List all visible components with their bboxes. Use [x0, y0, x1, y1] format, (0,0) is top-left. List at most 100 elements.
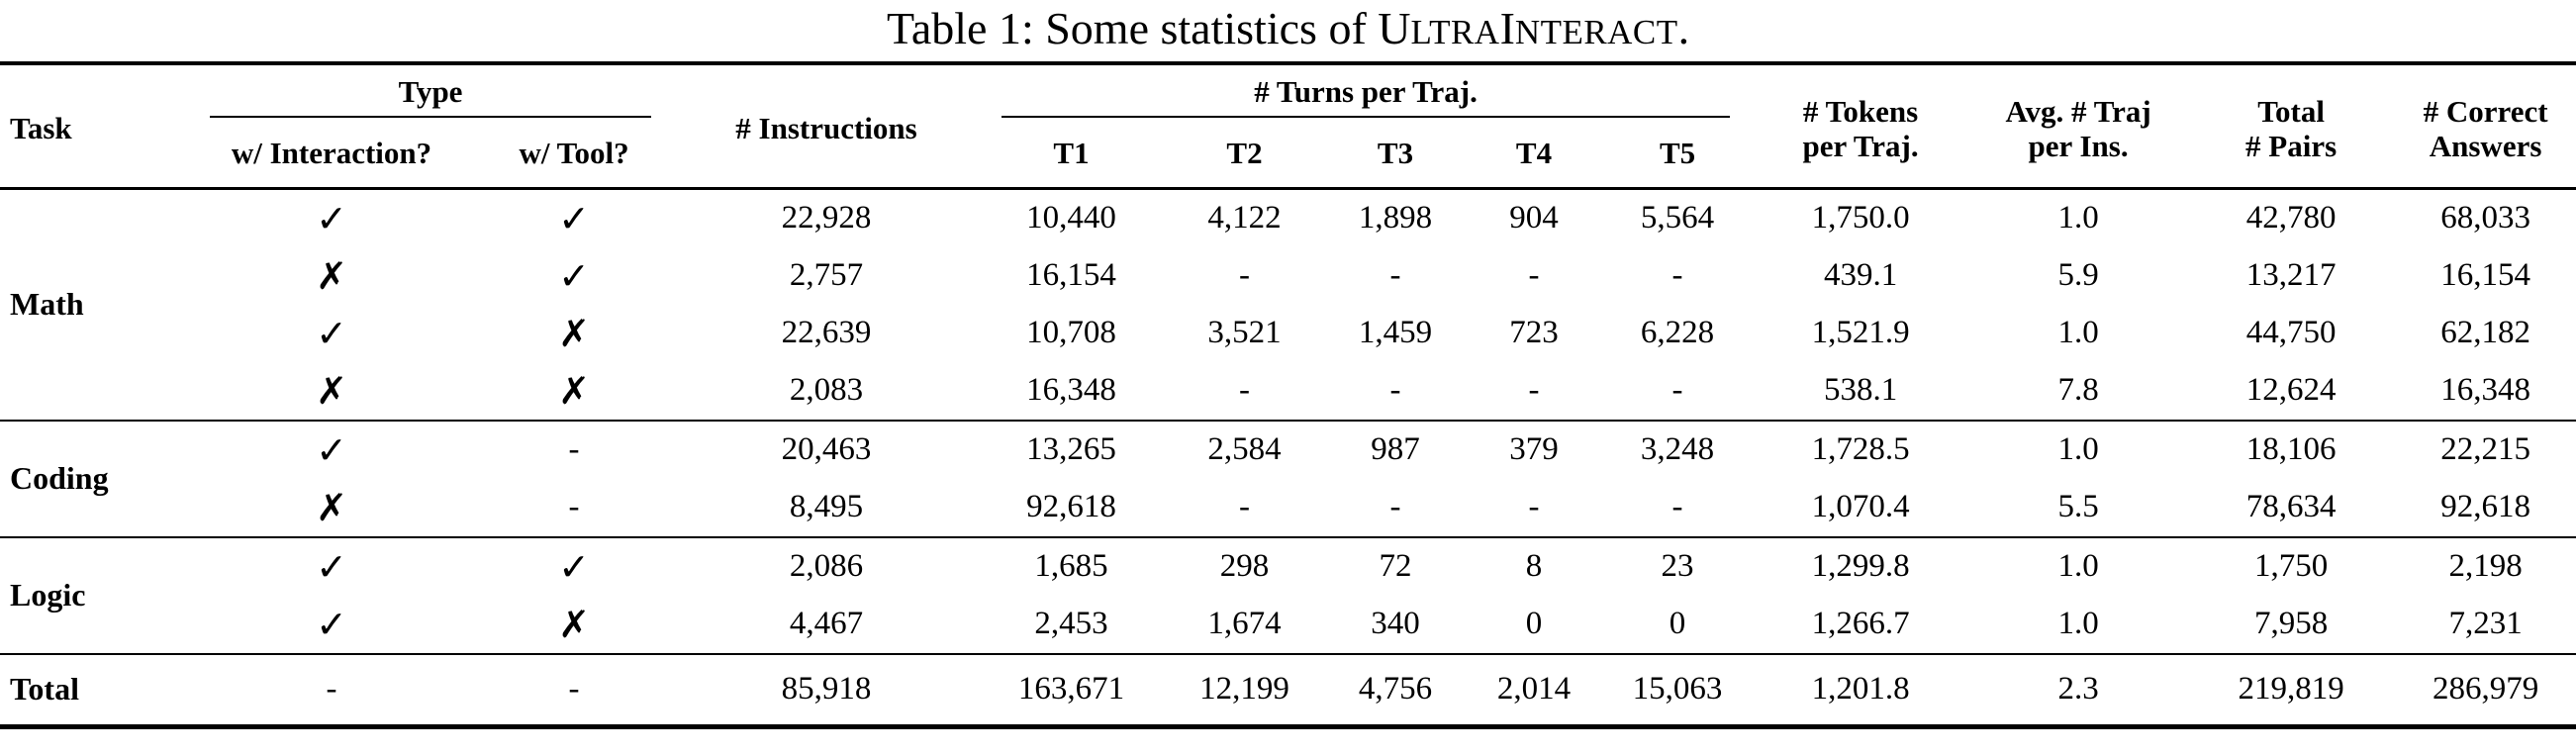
cell-instructions: 4,467: [789, 606, 864, 641]
cell-t2: -: [1239, 489, 1251, 524]
caption-period: .: [1677, 3, 1690, 53]
col-header-t2: T2: [1226, 136, 1263, 171]
col-header-tokens: # Tokens per Traj.: [1752, 63, 1969, 188]
cell-t4: 723: [1509, 315, 1559, 350]
interaction-mark: ✗: [316, 253, 347, 298]
col-header-task: Task: [10, 111, 72, 146]
table-row: ✗ ✗ 2,083 16,348 - - - - 538.1 7.8 12,62…: [0, 362, 2576, 421]
col-header-type: Type: [398, 74, 463, 110]
cell-instructions: 22,639: [781, 315, 872, 350]
cell-t2: -: [1239, 372, 1251, 408]
col-header-t5: T5: [1659, 136, 1696, 171]
cell-t1: 10,440: [1026, 200, 1116, 236]
cell-t5: 0: [1669, 606, 1686, 641]
logic-group: Logic ✓ ✓ 2,086 1,685 298 72 8 23 1,299.…: [0, 536, 2576, 654]
cell-t4: 2,014: [1496, 671, 1572, 707]
cell-t5: 15,063: [1632, 671, 1723, 707]
interaction-mark: ✓: [316, 311, 347, 355]
cell-pairs: 44,750: [2245, 315, 2337, 350]
cell-pairs: 78,634: [2245, 489, 2337, 524]
cell-correct: 62,182: [2440, 315, 2530, 350]
brand-interact-rest: NTERACT: [1514, 13, 1678, 51]
avg-line2: per Ins.: [2028, 129, 2129, 164]
cell-correct: 22,215: [2440, 431, 2530, 467]
cell-correct: 92,618: [2440, 489, 2530, 524]
cell-avg: 5.9: [2057, 257, 2099, 293]
col-header-t3: T3: [1377, 136, 1414, 171]
cell-pairs: 18,106: [2245, 431, 2337, 467]
cell-correct: 2,198: [2448, 548, 2523, 584]
header-row-1: Task Type # Instructions # Turns per Tra…: [0, 63, 2576, 163]
cell-correct: 7,231: [2448, 606, 2523, 641]
cell-t3: 1,459: [1358, 315, 1433, 350]
cell-t2: 298: [1219, 548, 1270, 584]
cell-avg: 2.3: [2057, 671, 2099, 707]
cell-tokens: 1,299.8: [1811, 548, 1910, 584]
interaction-mark: ✓: [316, 544, 347, 589]
header-row-2: w/ Interaction? w/ Tool? T1 T2 T3 T4 T5: [0, 121, 2576, 188]
cell-t3: -: [1389, 489, 1401, 524]
cell-t3: 72: [1379, 548, 1412, 584]
brand-ultra-u: U: [1378, 3, 1411, 53]
tokens-line1: # Tokens: [1802, 93, 1919, 129]
tool-mark: ✓: [558, 196, 590, 240]
table-row: ✗ - 8,495 92,618 - - - - 1,070.4 5.5 78,…: [0, 479, 2576, 537]
table-caption: Table 1: Some statistics of ULTRAINTERAC…: [0, 0, 2576, 61]
cell-t3: 340: [1371, 606, 1420, 641]
cell-t5: 5,564: [1640, 200, 1715, 236]
cell-t1: 10,708: [1026, 315, 1116, 350]
tool-mark: -: [568, 671, 580, 707]
tool-mark: ✓: [558, 253, 590, 298]
cell-t3: 987: [1371, 431, 1420, 467]
cell-t5: -: [1671, 372, 1683, 408]
total-group: Total - - 85,918 163,671 12,199 4,756 2,…: [0, 653, 2576, 727]
coding-group: Coding ✓ - 20,463 13,265 2,584 987 379 3…: [0, 420, 2576, 537]
cell-avg: 5.5: [2057, 489, 2099, 524]
cell-pairs: 1,750: [2253, 548, 2329, 584]
table-row: Math ✓ ✓ 22,928 10,440 4,122 1,898 904 5…: [0, 188, 2576, 322]
cell-t1: 1,685: [1034, 548, 1108, 584]
cell-t4: 0: [1525, 606, 1543, 641]
cell-t4: -: [1528, 489, 1540, 524]
col-header-turns: # Turns per Traj.: [1254, 74, 1478, 110]
cell-avg: 1.0: [2057, 431, 2099, 467]
task-label-coding: Coding: [10, 460, 109, 496]
cell-tokens: 439.1: [1823, 257, 1898, 293]
cell-correct: 16,154: [2440, 257, 2530, 293]
cell-t3: 1,898: [1358, 200, 1433, 236]
cell-t2: -: [1239, 257, 1251, 293]
turns-underline: [1002, 110, 1731, 118]
tool-mark: ✗: [558, 311, 590, 355]
cell-t2: 12,199: [1199, 671, 1289, 707]
col-header-tool: w/ Tool?: [519, 136, 629, 171]
avg-line1: Avg. # Traj: [2005, 93, 2151, 129]
pairs-line1: Total: [2257, 93, 2325, 129]
cell-instructions: 2,086: [789, 548, 864, 584]
cell-t2: 2,584: [1207, 431, 1282, 467]
cell-t5: 3,248: [1640, 431, 1715, 467]
cell-correct: 286,979: [2432, 671, 2539, 707]
col-header-avg-traj: Avg. # Traj per Ins.: [1969, 63, 2187, 188]
cell-t3: -: [1389, 257, 1401, 293]
table-row: ✓ ✗ 4,467 2,453 1,674 340 0 0 1,266.7 1.…: [0, 596, 2576, 654]
cell-pairs: 12,624: [2245, 372, 2337, 408]
tool-mark: -: [568, 431, 580, 467]
cell-t4: -: [1528, 257, 1540, 293]
table-row: Logic ✓ ✓ 2,086 1,685 298 72 8 23 1,299.…: [0, 537, 2576, 613]
table-row-total: Total - - 85,918 163,671 12,199 4,756 2,…: [0, 654, 2576, 727]
cell-t2: 1,674: [1207, 606, 1282, 641]
tool-mark: ✗: [558, 368, 590, 413]
interaction-mark: ✓: [316, 427, 347, 472]
tokens-line2: per Traj.: [1802, 129, 1919, 164]
cell-tokens: 1,266.7: [1811, 606, 1910, 641]
caption-text: Table 1: Some statistics of: [886, 3, 1379, 53]
task-label-math: Math: [10, 286, 84, 322]
table-row: Coding ✓ - 20,463 13,265 2,584 987 379 3…: [0, 421, 2576, 497]
brand-interact-i: I: [1499, 3, 1515, 53]
interaction-mark: ✓: [316, 196, 347, 240]
cell-t1: 163,671: [1017, 671, 1125, 707]
cell-t5: 23: [1661, 548, 1694, 584]
cell-instructions: 2,083: [789, 372, 864, 408]
table-row: ✗ ✓ 2,757 16,154 - - - - 439.1 5.9 13,21…: [0, 247, 2576, 305]
cell-t4: -: [1528, 372, 1540, 408]
